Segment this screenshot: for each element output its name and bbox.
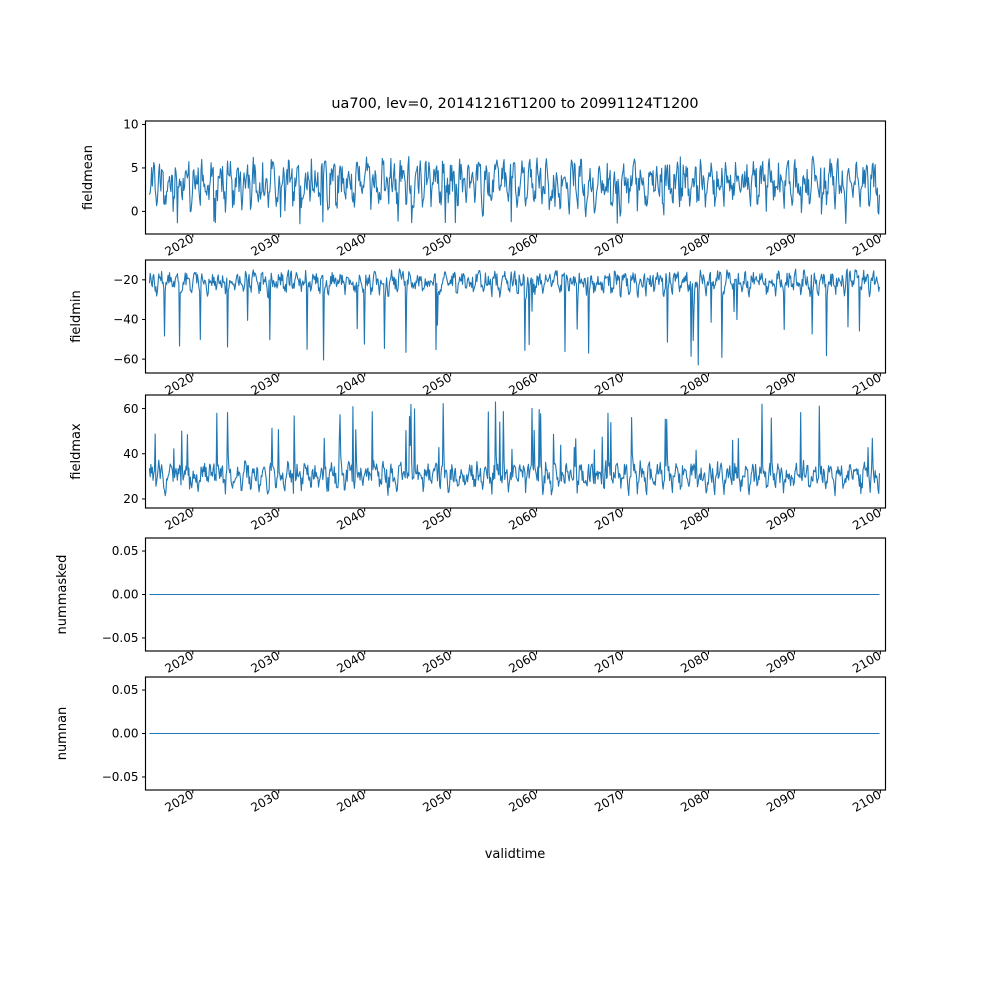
y-tick-label-numnan: −0.05: [102, 770, 139, 784]
series-line-fieldmean: [148, 155, 881, 225]
series-line-fieldmax: [148, 401, 881, 497]
series-line-fieldmin: [148, 268, 881, 366]
y-tick-label-fieldmean: 0: [131, 205, 139, 219]
axes-frame-fieldmean: [144, 120, 887, 235]
y-tick-label-nummasked: 0.00: [112, 588, 139, 602]
x-axis-label: validtime: [485, 847, 546, 862]
y-tick-label-fieldmin: −60: [113, 352, 138, 366]
y-tick-label-nummasked: 0.05: [112, 544, 139, 558]
y-axis-label-fieldmax: fieldmax: [69, 423, 84, 480]
y-axis-label-numnan: numnan: [55, 707, 70, 761]
y-tick-label-fieldmax: 20: [123, 492, 138, 506]
y-tick-label-fieldmax: 40: [123, 447, 138, 461]
y-tick-label-nummasked: −0.05: [102, 631, 139, 645]
y-axis-label-fieldmean: fieldmean: [81, 145, 96, 210]
y-tick-label-numnan: 0.00: [112, 727, 139, 741]
y-tick-label-numnan: 0.05: [112, 683, 139, 697]
y-axis-label-fieldmin: fieldmin: [69, 290, 84, 343]
axes-frame-fieldmax: [144, 394, 887, 509]
y-tick-label-fieldmax: 60: [123, 402, 138, 416]
y-tick-label-fieldmin: −40: [113, 313, 138, 327]
figure-title: ua700, lev=0, 20141216T1200 to 20991124T…: [331, 96, 698, 112]
y-tick-label-fieldmean: 5: [131, 161, 139, 175]
y-tick-label-fieldmean: 10: [123, 118, 138, 132]
y-tick-label-fieldmin: −20: [113, 273, 138, 287]
axes-frame-fieldmin: [144, 259, 887, 374]
y-axis-label-nummasked: nummasked: [55, 555, 70, 635]
